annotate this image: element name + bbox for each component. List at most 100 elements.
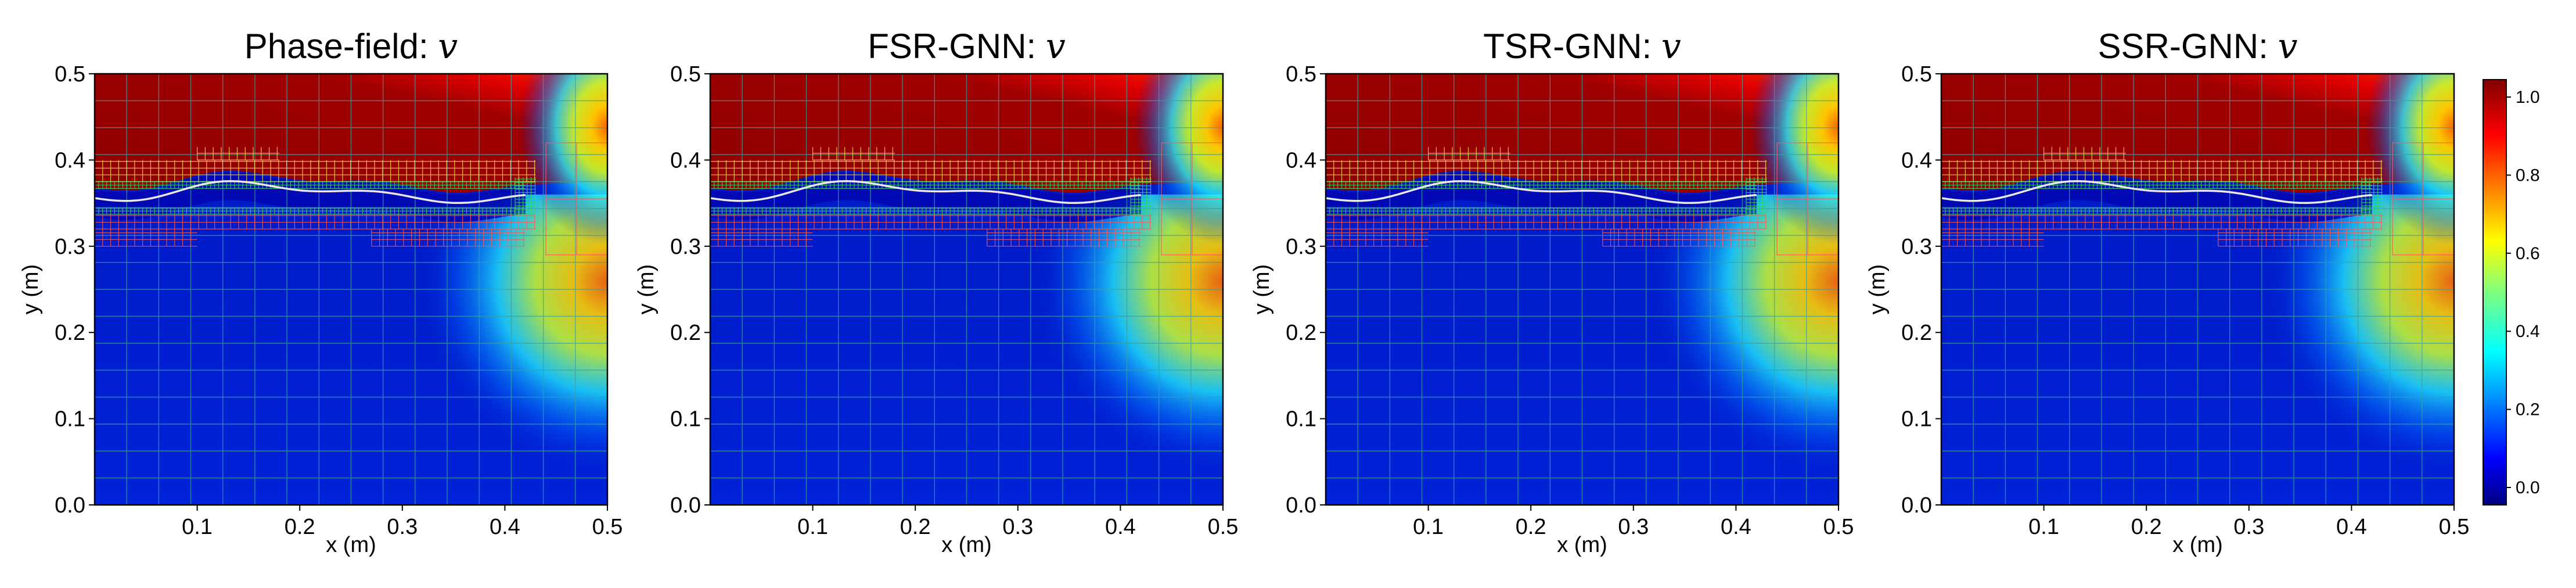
y-tick-label: 0.3	[55, 235, 85, 259]
y-tick-label: 0.0	[1286, 493, 1316, 518]
panel-title-variable: v	[438, 26, 458, 67]
panel-4: SSR-GNN: v 0.1 0.2 0.3 0.4 0.5 0.0 0.1 0.2 0.3 0.4…	[1865, 26, 2469, 557]
x-tick-label: 0.4	[1105, 515, 1136, 539]
fine-mesh-lower	[1326, 214, 1767, 230]
x-tick-label: 0.1	[182, 515, 213, 539]
colorbar-tick-label: 0.8	[2516, 166, 2540, 185]
tip-refinement	[1776, 142, 1839, 256]
fine-mesh-bump	[1428, 147, 1510, 160]
fine-mesh-lower-left	[95, 229, 197, 247]
y-tick-label: 0.5	[1901, 62, 1932, 87]
y-tick-label: 0.1	[1901, 407, 1932, 432]
coarse-mesh	[710, 74, 1223, 505]
colorbar-tick-label: 0.0	[2516, 478, 2540, 497]
plot-frame	[1325, 73, 1840, 506]
x-tick-label: 0.5	[592, 515, 623, 539]
fine-mesh-lower-right	[1602, 229, 1757, 247]
x-tick-label: 0.4	[490, 515, 520, 539]
fine-mesh-lower-right	[2218, 229, 2372, 247]
tip-glow	[463, 74, 607, 264]
x-tick-label: 0.3	[1002, 515, 1033, 539]
x-tick-label: 0.5	[2439, 515, 2470, 539]
panel-title-text: FSR-GNN:	[868, 27, 1046, 66]
y-tick-label: 0.2	[1286, 321, 1316, 345]
heatmap-field	[1941, 74, 2454, 505]
colorbar-tick-label: 1.0	[2516, 88, 2540, 107]
panel-2: FSR-GNN: v 0.1 0.2 0.3 0.4 0.5 0.0 0.1 0.2 0.3 0.4…	[634, 26, 1238, 557]
x-axis-label: x (m)	[1557, 533, 1607, 557]
crack-path	[1326, 180, 1757, 205]
colorbar-tick-label: 0.2	[2516, 400, 2540, 420]
crack-path	[710, 180, 1141, 205]
fine-mesh-lower	[710, 214, 1152, 230]
colorbar-gradient	[2483, 79, 2507, 505]
plot-frame	[1940, 73, 2455, 506]
x-tick-label: 0.3	[387, 515, 418, 539]
crack-path	[95, 180, 526, 205]
fine-mesh-bump	[812, 147, 895, 160]
heatmap-field	[1326, 74, 1839, 505]
fine-mesh-crack-bottom	[95, 207, 526, 215]
y-tick-label: 0.4	[55, 148, 85, 173]
fine-mesh-lower-left	[1326, 229, 1429, 247]
y-tick-label: 0.0	[55, 493, 85, 518]
colorbar-tick-label: 0.6	[2516, 244, 2540, 263]
heatmap-field	[95, 74, 607, 505]
x-tick-label: 0.5	[1208, 515, 1239, 539]
x-tick-label: 0.1	[2028, 515, 2059, 539]
y-tick-label: 0.1	[670, 407, 701, 432]
tip-glow	[1694, 74, 1839, 264]
panel-title: FSR-GNN: v	[868, 26, 1066, 67]
x-tick-label: 0.1	[797, 515, 828, 539]
fine-mesh-bump	[2043, 147, 2126, 160]
y-tick-label: 0.5	[1286, 62, 1316, 87]
coarse-mesh	[1941, 74, 2454, 505]
y-tick-label: 0.0	[1901, 493, 1932, 518]
colorbar: 0.0 0.2 0.4 0.6 0.8 1.0	[2483, 79, 2540, 505]
panels: Phase-field: v 0.1 0.2 0.3 0.4 0.5 0.0 0.1 0.2 0.…	[19, 26, 2469, 557]
panel-3: TSR-GNN: v 0.1 0.2 0.3 0.4 0.5 0.0 0.1 0.2 0.3 0.4…	[1250, 26, 1854, 557]
panel-title-variable: v	[2278, 26, 2298, 67]
y-tick-label: 0.3	[670, 235, 701, 259]
fine-mesh-lower	[1941, 214, 2383, 230]
fine-mesh-tip	[1130, 177, 1152, 217]
x-tick-label: 0.2	[1516, 515, 1546, 539]
fine-mesh-crack-bottom	[710, 207, 1141, 215]
y-tick-label: 0.1	[55, 407, 85, 432]
y-tick-label: 0.5	[670, 62, 701, 87]
y-tick-label: 0.3	[1286, 235, 1316, 259]
tip-refinement	[2392, 142, 2454, 256]
x-tick-label: 0.2	[2131, 515, 2162, 539]
panel-title-variable: v	[1661, 26, 1681, 67]
y-tick-label: 0.3	[1901, 235, 1932, 259]
fine-mesh-tip	[2361, 177, 2383, 217]
x-tick-label: 0.3	[1618, 515, 1649, 539]
panel-title-text: Phase-field:	[244, 27, 438, 66]
y-tick-label: 0.4	[670, 148, 701, 173]
panel-title: TSR-GNN: v	[1483, 26, 1681, 67]
tip-glow	[2310, 74, 2454, 264]
x-tick-label: 0.5	[1823, 515, 1854, 539]
fine-mesh-crack-bottom	[1326, 207, 1757, 215]
fine-mesh-bump	[197, 147, 279, 160]
coarse-mesh	[1326, 74, 1839, 505]
y-tick-label: 0.1	[1286, 407, 1316, 432]
y-tick-label: 0.0	[670, 493, 701, 518]
plot-frame	[93, 73, 609, 506]
y-axis-label: y (m)	[634, 264, 659, 315]
y-tick-label: 0.5	[55, 62, 85, 87]
x-tick-label: 0.4	[1721, 515, 1751, 539]
panel-title: Phase-field: v	[244, 26, 458, 67]
colorbar-tick-label: 0.4	[2516, 322, 2540, 341]
tip-glow	[1079, 74, 1223, 264]
coarse-mesh	[95, 74, 607, 505]
y-tick-label: 0.4	[1901, 148, 1932, 173]
x-tick-label: 0.4	[2336, 515, 2367, 539]
panel-title: SSR-GNN: v	[2098, 26, 2298, 67]
fine-mesh-crack-top	[1326, 181, 1757, 189]
fine-mesh-crack-top	[1941, 181, 2372, 189]
x-axis-label: x (m)	[2172, 533, 2223, 557]
heatmap-field	[710, 74, 1223, 505]
fine-mesh-crack-bottom	[1941, 207, 2372, 215]
